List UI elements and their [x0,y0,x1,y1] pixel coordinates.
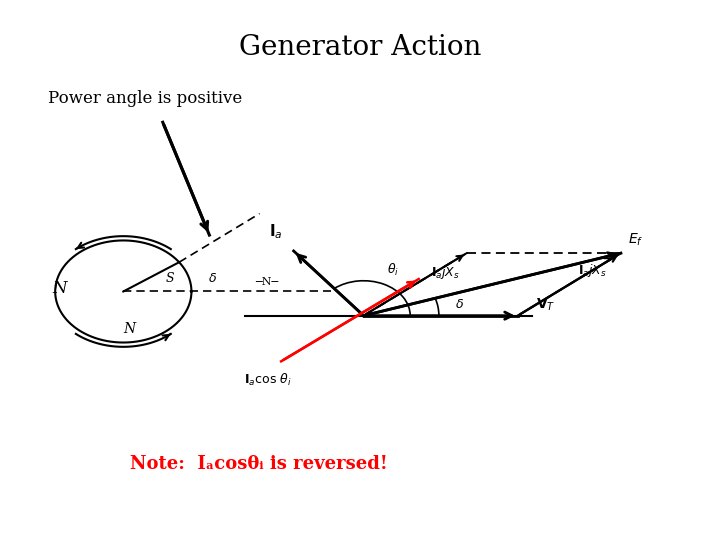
Text: N: N [123,322,135,336]
Text: Power angle is positive: Power angle is positive [48,90,242,107]
Text: $\theta_i$: $\theta_i$ [387,261,399,278]
Text: $E_f$: $E_f$ [628,231,644,248]
Text: Note:  Iₐcosθᵢ is reversed!: Note: Iₐcosθᵢ is reversed! [130,455,388,474]
Text: $\delta$: $\delta$ [208,272,217,285]
Text: N: N [53,280,67,298]
Text: $\mathbf{I}_a$: $\mathbf{I}_a$ [269,222,283,241]
Text: $\mathbf{I}_{a}jX_s$: $\mathbf{I}_{a}jX_s$ [578,262,607,279]
Text: $\mathbf{I}_a\cos\,\theta_i$: $\mathbf{I}_a\cos\,\theta_i$ [244,372,292,388]
Text: $\delta$: $\delta$ [455,298,464,311]
Text: $\mathbf{I}_{a}jX_s$: $\mathbf{I}_{a}jX_s$ [431,264,459,281]
Text: $\mathbf{V}_T$: $\mathbf{V}_T$ [536,296,555,313]
Text: ─N─: ─N─ [255,277,279,287]
Text: Generator Action: Generator Action [239,33,481,60]
Text: S: S [166,272,174,285]
